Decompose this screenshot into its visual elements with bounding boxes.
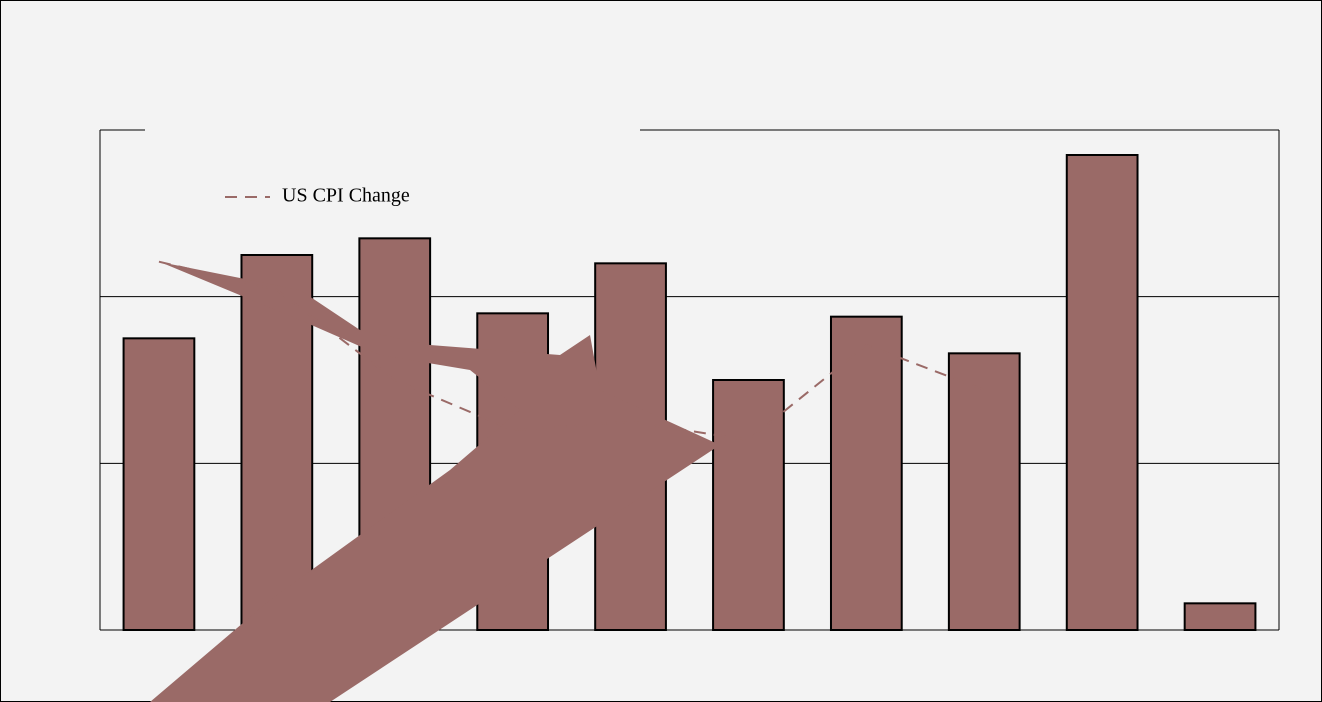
legend-label: US CPI Change (282, 185, 410, 207)
bar (829, 315, 903, 631)
bar (712, 379, 785, 631)
bar (947, 352, 1021, 631)
bar (1065, 154, 1139, 631)
artifact-shape (150, 262, 720, 702)
bar (1183, 602, 1257, 631)
bar (122, 337, 196, 631)
line-series (158, 260, 985, 442)
